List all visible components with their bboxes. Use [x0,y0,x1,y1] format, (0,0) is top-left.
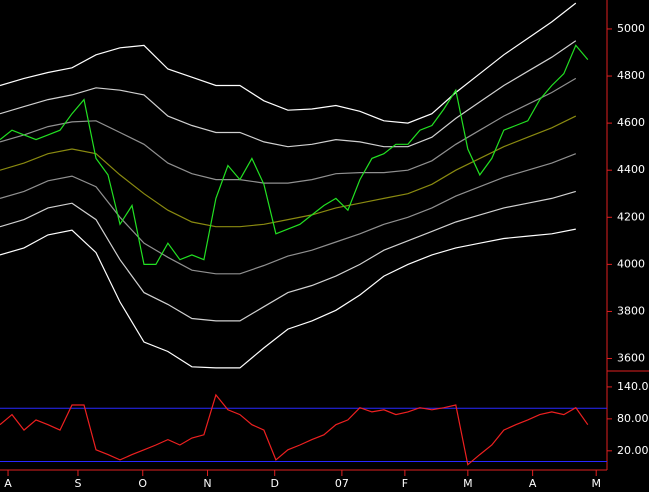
x-tick-label: S [74,477,81,490]
y-tick-label: 4800 [617,69,645,82]
x-tick-label: O [138,477,147,490]
series-line [0,40,577,148]
y-tick-label: 20.00 [617,444,649,457]
x-tick-label: A [529,477,537,490]
x-tick-label: F [402,477,408,490]
y-tick-label: 3800 [617,304,645,317]
series-line [0,77,577,184]
series-line [0,115,577,228]
series-line [0,2,577,124]
y-tick-label: 140.0 [617,380,649,393]
series-line [0,153,577,275]
y-tick-label: 80.00 [617,412,649,425]
y-tick-label: 5000 [617,22,645,35]
x-tick-label: N [203,477,211,490]
x-tick-label: A [4,477,12,490]
x-tick-label: M [463,477,473,490]
y-tick-label: 4600 [617,116,645,129]
y-tick-label: 4400 [617,163,645,176]
y-tick-label: 4200 [617,210,645,223]
y-tick-label: 4000 [617,257,645,270]
x-tick-label: D [270,477,278,490]
x-tick-label: 07 [335,477,349,490]
y-tick-label: 3600 [617,352,645,365]
x-tick-label: M [591,477,601,490]
series-line [0,44,589,265]
series-line [0,190,576,322]
series-line [0,228,576,369]
series-line [0,393,589,466]
